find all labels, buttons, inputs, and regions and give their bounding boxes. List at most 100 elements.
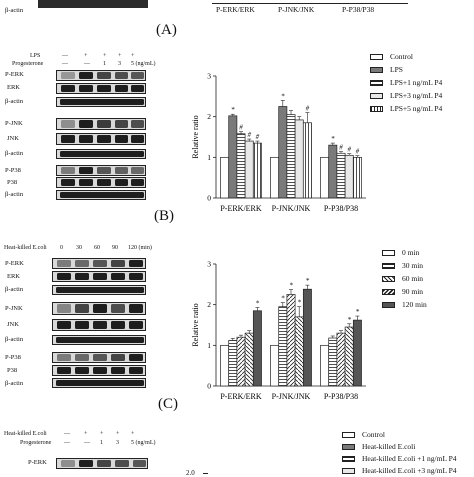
blot-label-p-p38-b: P-P38	[5, 167, 21, 174]
bar-1-2	[286, 294, 296, 387]
prog-mark-d-3: 3	[116, 440, 119, 446]
legend-c-item-3: 90 min	[382, 287, 423, 296]
sig-mark-1-3: *	[297, 299, 301, 307]
treat-label-progesterone: Progesterone	[12, 61, 44, 67]
blot-strip-p-erk-b	[56, 70, 146, 81]
sig-mark-0-1: *	[231, 106, 235, 114]
blot-strip-erk-c	[52, 271, 146, 282]
y-tick-label-3: 3	[207, 260, 211, 269]
blot-strip-p-p38-b	[56, 165, 146, 176]
ecoli-mark-0: —	[64, 431, 70, 437]
y-tick-label-1: 1	[207, 153, 211, 162]
blot-label-beta-actin-b3: β-actin	[5, 191, 24, 198]
x-tick-label-1: P-JNK/JNK	[272, 392, 311, 401]
legend-d-item-2: Heat-killed E.coli +1 ng/mL P4	[342, 454, 457, 463]
bar-2-1	[328, 337, 338, 387]
blot-strip-beta-actin-c2	[52, 335, 146, 345]
lps-mark-4: +	[131, 53, 135, 59]
legend-d-swatch-0	[342, 431, 355, 438]
bar-2-2	[336, 332, 346, 387]
blot-strip-beta-actin-c3	[52, 378, 146, 388]
blot-label-beta-actin-c2: β-actin	[5, 336, 24, 343]
blot-strip-beta-actin-b2	[56, 149, 146, 159]
y-tick-label-0: 0	[207, 382, 211, 391]
legend-c-item-1: 30 min	[382, 261, 423, 270]
prog-mark-d-1: —	[84, 440, 90, 446]
sig-mark-1-1: *	[281, 295, 285, 303]
legend-d-swatch-3	[342, 467, 355, 474]
y-axis-label: Relative ratio	[191, 303, 200, 346]
legend-b-item-4: LPS+5 ng/mL P4	[370, 104, 442, 113]
blot-label-erk-c: ERK	[7, 273, 20, 280]
prog-mark-4: 5 (ng/mL)	[131, 61, 156, 67]
bar-0-3	[244, 332, 254, 387]
panel-c: Heat-killed E.coli 0 30 60 90 120 (min) …	[0, 240, 474, 420]
sig-mark-2-1: *	[331, 135, 335, 143]
blot-strip-p38-c	[52, 365, 146, 376]
blot-label-p-p38-c: P-P38	[5, 354, 21, 361]
prog-mark-d-2: 1	[100, 440, 103, 446]
x-tick-label-0: P-ERK/ERK	[220, 392, 262, 401]
panel-a-xlabel-2: P-P38/P38	[342, 5, 375, 14]
legend-b-swatch-2	[370, 79, 383, 86]
bar-0-1	[228, 115, 238, 199]
ecoli-mark-4: +	[131, 431, 135, 437]
legend-c-swatch-2	[382, 275, 395, 282]
legend-b: Control LPS LPS+1 ng/mL P4 LPS+3 ng/mL P…	[370, 52, 474, 122]
sig-mark-2-3: #	[347, 146, 351, 154]
sig-mark-1-4: #	[306, 105, 310, 113]
legend-d-item-3: Heat-killed E.coli +3 ng/mL P4	[342, 466, 457, 475]
panel-a-xlabel-1: P-JNK/JNK	[278, 5, 315, 14]
legend-d-swatch-1	[342, 443, 355, 450]
sig-mark-0-4: #	[256, 133, 260, 141]
prog-mark-3: 3	[118, 61, 121, 67]
time-mark-3: 90	[112, 245, 118, 251]
panel-a-xlabel-0: P-ERK/ERK	[216, 5, 255, 14]
bar-2-3	[344, 154, 354, 199]
legend-b-item-2: LPS+1 ng/mL P4	[370, 78, 442, 87]
sig-mark-0-2: #	[239, 124, 243, 132]
sig-mark-0-3: #	[247, 131, 251, 139]
blot-label-p-jnk-b: P-JNK	[5, 120, 23, 127]
sig-mark-2-4: #	[356, 148, 360, 156]
legend-d-item-0: Control	[342, 430, 385, 439]
bar-1-0	[270, 156, 280, 199]
blot-strip-p38-b	[56, 177, 146, 188]
bar-1-1	[278, 106, 288, 199]
sig-mark-1-4: *	[306, 277, 310, 285]
blot-label-jnk-b: JNK	[7, 135, 19, 142]
sig-mark-0-4: *	[256, 300, 260, 308]
blot-strip-p-erk-c	[52, 258, 146, 269]
prog-mark-d-0: —	[64, 440, 70, 446]
panel-a-strip: β-actin (A) P-ERK/ERK P-JNK/JNK P-P38/P3…	[0, 0, 474, 40]
bar-1-3	[294, 119, 304, 199]
ecoli-mark-1: +	[84, 431, 88, 437]
legend-c-swatch-0	[382, 249, 395, 256]
bar-2-2	[336, 152, 346, 199]
legend-d: Control Heat-killed E.coli Heat-killed E…	[342, 430, 474, 475]
legend-c: 0 min 30 min 60 min 90 min 120 min	[382, 248, 472, 318]
bar-0-0	[220, 344, 230, 387]
blot-strip-beta-actin-c1	[52, 285, 146, 295]
legend-d-swatch-2	[342, 455, 355, 462]
lps-mark-2: +	[103, 53, 107, 59]
blot-label-beta-actin-b2: β-actin	[5, 150, 24, 157]
blot-strip-beta-actin-b3	[56, 190, 146, 200]
panel-letter-c: (C)	[158, 396, 178, 412]
bar-0-0	[220, 156, 230, 199]
blot-label-p-erk-c: P-ERK	[5, 260, 24, 267]
bar-2-4	[352, 319, 362, 387]
legend-c-swatch-4	[382, 301, 395, 308]
legend-c-swatch-3	[382, 288, 395, 295]
y-tick-label-0: 0	[207, 194, 211, 203]
x-tick-label-2: P-P38/P38	[324, 204, 358, 213]
bar-1-1	[278, 306, 288, 387]
chart-c: 0 1 2 3 Relative ratio * P-ERK/ERK * * * * P-JNK/JN…	[191, 260, 366, 401]
blot-label-beta-actin-b1: β-actin	[5, 98, 24, 105]
bar-0-2	[236, 133, 246, 199]
bar-2-3	[344, 326, 354, 387]
legend-c-swatch-1	[382, 262, 395, 269]
prog-mark-1: —	[84, 61, 90, 67]
treat-label-lps: LPS	[30, 53, 41, 59]
y-tick-label-3: 3	[207, 72, 211, 81]
